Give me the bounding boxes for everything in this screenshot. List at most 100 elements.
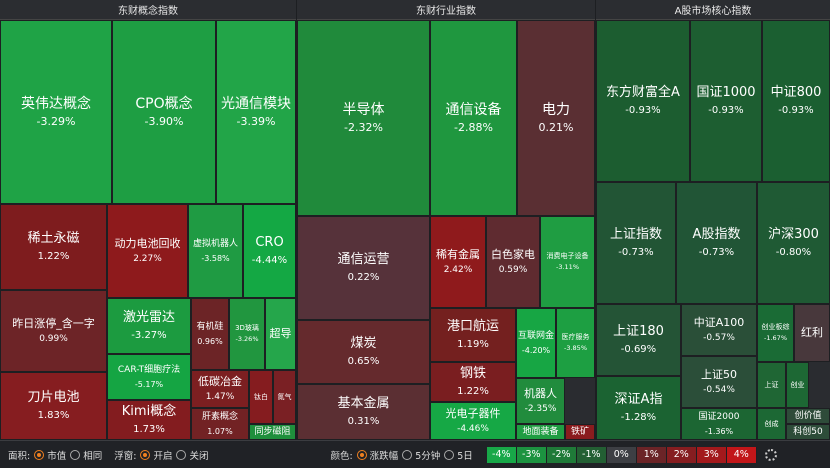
treemap-tile[interactable]: 低碳冶金 1.47% xyxy=(191,370,249,408)
treemap-tile[interactable]: 钛白 xyxy=(249,370,273,424)
treemap-tile[interactable]: 超导 xyxy=(265,298,296,370)
treemap-tile[interactable]: 同步磁阻 xyxy=(249,424,296,440)
radio-icon xyxy=(356,449,367,460)
treemap-tile[interactable]: 中证800 -0.93% xyxy=(762,20,830,182)
tile-name: CAR-T细胞疗法 xyxy=(117,365,181,376)
tile-name: 超导 xyxy=(269,326,292,340)
treemap-tile[interactable]: 机器人 -2.35% xyxy=(516,378,565,424)
tile-change-pct: -0.73% xyxy=(618,246,654,258)
area-option-equal[interactable]: 相同 xyxy=(66,448,102,462)
radio-icon xyxy=(34,449,45,460)
treemap-tile[interactable]: 煤炭 0.65% xyxy=(297,320,430,384)
treemap-tile[interactable]: 白色家电 0.59% xyxy=(486,216,540,308)
treemap-tile[interactable]: 3D玻璃 -3.26% xyxy=(229,298,265,370)
area-option-market-cap[interactable]: 市值 xyxy=(30,448,66,462)
treemap-tile[interactable]: 红利 xyxy=(794,304,830,362)
tile-name: Kimi概念 xyxy=(121,403,177,419)
tile-name: 同步磁阻 xyxy=(254,426,291,437)
treemap-tile[interactable]: 沪深300 -0.80% xyxy=(757,182,830,304)
color-option-5min[interactable]: 5分钟 xyxy=(398,448,440,462)
tile-name: 低碳冶金 xyxy=(198,374,242,388)
treemap-tile[interactable]: 创业 xyxy=(786,362,809,408)
tile-name: 深证A指 xyxy=(614,391,663,407)
treemap-tile[interactable]: 创价值 xyxy=(786,408,830,424)
treemap-tile[interactable]: 国证1000 -0.93% xyxy=(690,20,762,182)
treemap-tile[interactable]: 创业板综 -1.67% xyxy=(757,304,794,362)
treemap-tile[interactable]: 国证2000 -1.36% xyxy=(681,408,757,440)
tile-change-pct: -4.46% xyxy=(457,424,489,435)
treemap-tile[interactable]: 医疗服务 -3.85% xyxy=(556,308,595,378)
color-option-5day[interactable]: 5日 xyxy=(440,448,473,462)
tile-name: 中证800 xyxy=(770,84,822,100)
tile-change-pct: -0.93% xyxy=(708,104,744,116)
treemap-tile[interactable]: 深证A指 -1.28% xyxy=(596,376,681,440)
treemap-tile[interactable]: CPO概念 -3.90% xyxy=(112,20,216,204)
tile-change-pct: -0.93% xyxy=(625,104,661,116)
treemap-tile[interactable]: CRO -4.44% xyxy=(243,204,296,298)
treemap-tile[interactable]: 东方财富全A -0.93% xyxy=(596,20,690,182)
treemap-tile[interactable]: 港口航运 1.19% xyxy=(430,308,516,362)
bottom-toolbar: 面积: 市值 相同 浮窗: 开启 关闭 颜色: 涨跌幅 5分钟 5日 -4% -3… xyxy=(0,440,830,468)
tile-change-pct: -2.35% xyxy=(524,404,557,415)
tile-change-pct: 0.96% xyxy=(197,336,223,346)
treemap-tile[interactable]: 铁矿 xyxy=(565,424,595,440)
treemap-tile[interactable]: 半导体 -2.32% xyxy=(297,20,430,216)
tile-change-pct: -4.20% xyxy=(521,345,551,355)
treemap-tile[interactable]: 氮气 xyxy=(273,370,296,424)
tile-name: 基本金属 xyxy=(337,395,390,411)
tile-name: 港口航运 xyxy=(446,318,499,334)
tile-name: 沪深300 xyxy=(768,226,819,242)
treemap-tile[interactable]: 消费电子设备 -3.11% xyxy=(540,216,595,308)
treemap-tile[interactable]: 光通信模块 -3.39% xyxy=(216,20,296,204)
tile-name: 通信设备 xyxy=(445,101,502,118)
color-label: 颜色: xyxy=(330,450,353,462)
treemap-tile[interactable]: 昨日涨停_含一字 0.99% xyxy=(0,290,107,372)
tile-change-pct: -0.57% xyxy=(703,333,735,344)
treemap-tile[interactable]: 电力 0.21% xyxy=(517,20,595,216)
treemap-tile[interactable]: 动力电池回收 2.27% xyxy=(107,204,188,298)
treemap-tile[interactable]: 中证A100 -0.57% xyxy=(681,304,757,356)
treemap-tile[interactable]: CAR-T细胞疗法 -5.17% xyxy=(107,354,191,400)
treemap-tile[interactable]: 创成 xyxy=(757,408,786,440)
tile-change-pct: -0.73% xyxy=(698,246,735,258)
float-option-off[interactable]: 关闭 xyxy=(172,448,208,462)
tile-name: 英伟达概念 xyxy=(21,95,91,112)
treemap-tile[interactable]: 刀片电池 1.83% xyxy=(0,372,107,440)
treemap-tile[interactable]: 上证180 -0.69% xyxy=(596,304,681,376)
panel-title: A股市场核心指数 xyxy=(596,0,830,20)
color-option-change[interactable]: 涨跌幅 xyxy=(353,448,398,462)
treemap-tile[interactable]: 英伟达概念 -3.29% xyxy=(0,20,112,204)
treemap-tile[interactable]: 通信运营 0.22% xyxy=(297,216,430,320)
treemap-tile[interactable]: 稀有金属 2.42% xyxy=(430,216,486,308)
tile-name: 动力电池回收 xyxy=(114,236,181,250)
tile-name: 上证指数 xyxy=(609,226,662,242)
treemap-tile[interactable]: 上证 xyxy=(757,362,786,408)
tile-name: 虚拟机器人 xyxy=(192,239,238,250)
treemap-tile[interactable]: 稀土永磁 1.22% xyxy=(0,204,107,290)
float-option-on[interactable]: 开启 xyxy=(136,448,172,462)
treemap-tile[interactable]: 虚拟机器人 -3.58% xyxy=(188,204,243,298)
tile-change-pct: -3.58% xyxy=(201,253,230,263)
treemap-tile[interactable]: 肝素概念 1.07% xyxy=(191,408,249,440)
tile-name: 国证1000 xyxy=(696,84,756,100)
treemap-tile[interactable]: Kimi概念 1.73% xyxy=(107,400,191,440)
tile-name: 白色家电 xyxy=(491,247,535,261)
treemap-tile[interactable]: 钢铁 1.22% xyxy=(430,362,516,402)
treemap-tile[interactable]: 上证50 -0.54% xyxy=(681,356,757,408)
treemap-tile[interactable]: 上证指数 -0.73% xyxy=(596,182,676,304)
treemap-tile[interactable]: 基本金属 0.31% xyxy=(297,384,430,440)
treemap-tile[interactable]: 互联网金 -4.20% xyxy=(516,308,556,378)
treemap-tile[interactable]: 有机硅 0.96% xyxy=(191,298,229,370)
tile-change-pct: -1.36% xyxy=(704,426,734,436)
treemap-tile[interactable]: 激光雷达 -3.27% xyxy=(107,298,191,354)
tile-name: 昨日涨停_含一字 xyxy=(12,316,95,330)
tile-change-pct: -3.29% xyxy=(36,114,76,128)
treemap-tile[interactable]: A股指数 -0.73% xyxy=(676,182,757,304)
settings-gear-icon[interactable] xyxy=(764,448,777,461)
legend-swatch: -4% xyxy=(486,446,517,463)
treemap-tile[interactable]: 科创50 xyxy=(786,424,830,440)
treemap-tile[interactable]: 通信设备 -2.88% xyxy=(430,20,517,216)
treemap-tile[interactable]: 地面装备 xyxy=(516,424,565,440)
treemap-tile[interactable]: 光电子器件 -4.46% xyxy=(430,402,516,440)
